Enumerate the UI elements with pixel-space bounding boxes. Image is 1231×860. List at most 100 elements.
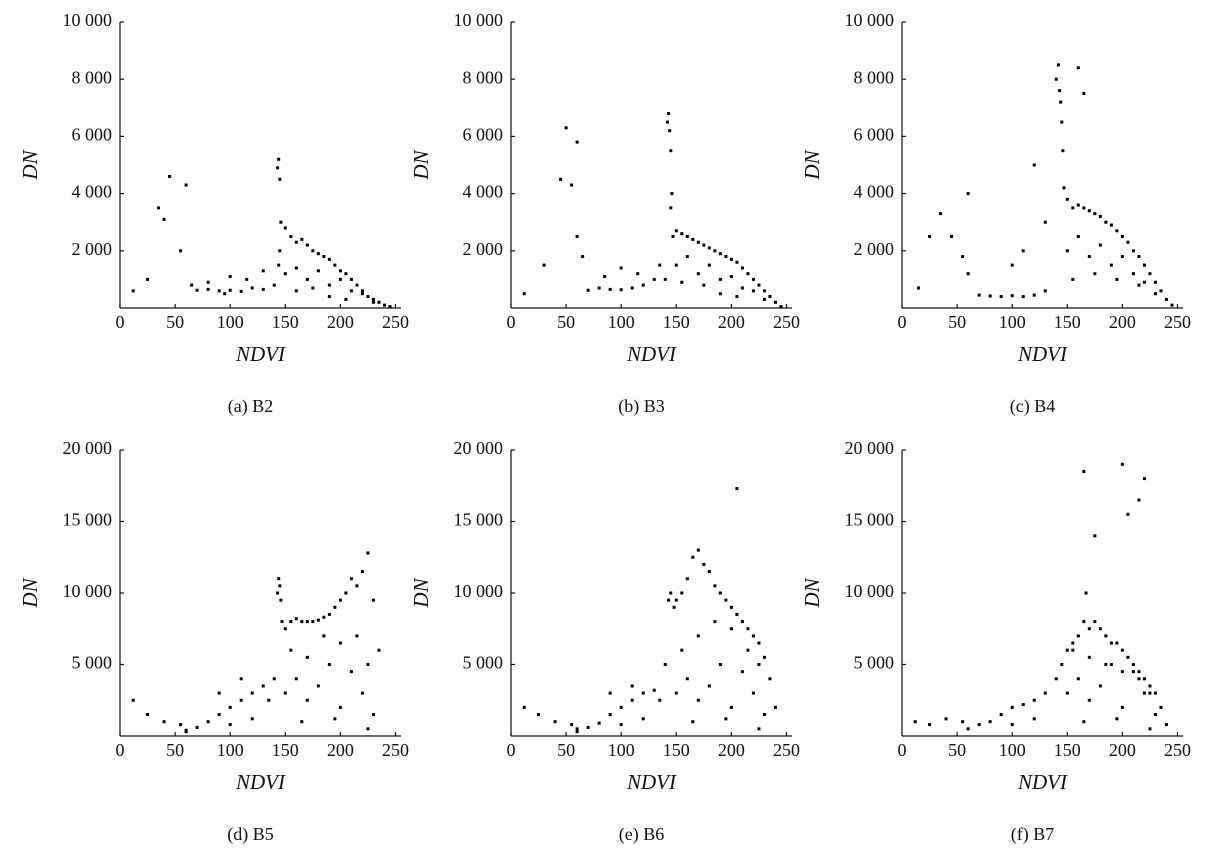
- point: [740, 286, 744, 290]
- point: [674, 598, 678, 602]
- point: [371, 713, 375, 717]
- y-axis-label: DN: [409, 149, 433, 180]
- x-tick-label: 100: [217, 740, 244, 760]
- point: [685, 255, 689, 259]
- point: [1032, 163, 1036, 167]
- point: [1120, 705, 1124, 709]
- x-tick-label: 50: [948, 740, 966, 760]
- point: [344, 272, 348, 276]
- point: [950, 235, 954, 238]
- point: [746, 627, 750, 631]
- point: [1131, 663, 1135, 666]
- x-tick-label: 0: [898, 312, 907, 332]
- point: [1164, 297, 1168, 301]
- point: [1115, 717, 1119, 721]
- y-tick-label: 2 000: [463, 239, 504, 259]
- point: [691, 237, 695, 241]
- point: [680, 591, 684, 595]
- point: [1137, 255, 1141, 259]
- point: [652, 277, 656, 281]
- point: [570, 723, 574, 727]
- point: [311, 620, 315, 624]
- x-tick-label: 150: [1054, 740, 1081, 760]
- point: [575, 235, 579, 238]
- point: [575, 730, 579, 734]
- point: [1021, 249, 1025, 253]
- point: [278, 177, 282, 181]
- point: [1159, 289, 1163, 293]
- point: [1126, 655, 1130, 659]
- y-tick-label: 15 000: [845, 510, 895, 530]
- point: [382, 303, 386, 307]
- point: [718, 591, 722, 595]
- point: [729, 605, 733, 609]
- point: [322, 634, 326, 638]
- point: [1076, 66, 1080, 70]
- point: [1060, 120, 1064, 124]
- caption: (c) B4: [1010, 396, 1055, 417]
- point: [559, 177, 563, 181]
- point: [327, 612, 331, 616]
- point: [228, 723, 232, 727]
- point: [564, 126, 568, 130]
- point: [316, 618, 320, 622]
- point: [1153, 292, 1157, 296]
- point: [718, 663, 722, 666]
- point: [366, 663, 370, 666]
- point: [1087, 209, 1091, 213]
- point: [762, 713, 766, 717]
- point: [779, 305, 783, 309]
- x-tick-label: 150: [663, 312, 690, 332]
- point: [1104, 220, 1108, 224]
- point: [665, 120, 669, 124]
- point: [773, 300, 777, 304]
- x-axis-label: NDVI: [235, 342, 286, 366]
- point: [1076, 634, 1080, 638]
- point: [1065, 249, 1069, 253]
- point: [206, 287, 210, 291]
- point: [338, 269, 342, 273]
- point: [961, 720, 965, 724]
- point: [377, 648, 381, 652]
- point: [371, 598, 375, 602]
- point: [338, 705, 342, 709]
- point: [239, 698, 243, 702]
- y-tick-label: 10 000: [845, 10, 895, 30]
- point: [658, 698, 662, 702]
- point: [283, 272, 287, 276]
- y-tick-label: 5 000: [854, 653, 895, 673]
- x-tick-label: 200: [718, 740, 745, 760]
- x-tick-label: 250: [1164, 740, 1191, 760]
- point: [740, 620, 744, 624]
- point: [670, 192, 674, 196]
- x-tick-label: 150: [272, 312, 299, 332]
- point: [327, 283, 331, 287]
- point: [162, 217, 166, 221]
- x-tick-label: 200: [718, 312, 745, 332]
- point: [1104, 634, 1108, 638]
- point: [366, 551, 370, 555]
- point: [184, 183, 188, 187]
- point: [718, 292, 722, 296]
- point: [366, 295, 370, 299]
- point: [667, 598, 671, 602]
- point: [762, 655, 766, 659]
- point: [1082, 620, 1086, 624]
- point: [1082, 206, 1086, 210]
- point: [1010, 723, 1014, 727]
- point: [1104, 663, 1108, 666]
- point: [740, 670, 744, 674]
- point: [751, 289, 755, 293]
- point: [327, 663, 331, 666]
- point: [322, 615, 326, 619]
- point: [696, 634, 700, 638]
- point: [360, 570, 364, 574]
- x-tick-label: 200: [1109, 312, 1136, 332]
- point: [658, 263, 662, 267]
- point: [333, 605, 337, 609]
- point: [1137, 283, 1141, 287]
- y-axis-label: DN: [800, 577, 824, 608]
- y-tick-label: 8 000: [72, 67, 113, 87]
- caption: (e) B6: [619, 824, 664, 845]
- point: [939, 212, 943, 216]
